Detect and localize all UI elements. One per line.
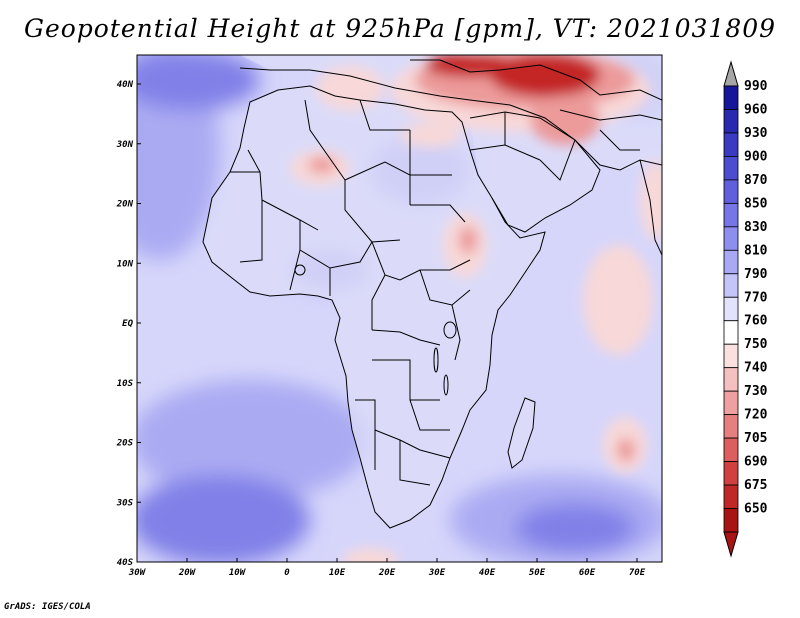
map-plot-area bbox=[137, 55, 662, 562]
colorbar-swatch bbox=[723, 296, 739, 322]
colorbar-label: 870 bbox=[744, 173, 768, 188]
lat-label: 20N bbox=[116, 200, 134, 210]
lon-label: 70E bbox=[629, 568, 646, 578]
colorbar-swatch bbox=[723, 202, 739, 228]
lon-label: 20W bbox=[178, 568, 197, 578]
longitude-axis: 30W 20W 10W 0 10E 20E 30E 40E 50E 60E 70E bbox=[128, 558, 646, 578]
colorbar-label: 770 bbox=[744, 290, 768, 305]
lon-label: 40E bbox=[479, 568, 496, 578]
lon-label: 10E bbox=[329, 568, 346, 578]
colorbar-swatch bbox=[723, 85, 739, 110]
colorbar-label: 690 bbox=[744, 455, 768, 470]
footer-credit: GrADS: IGES/COLA bbox=[4, 602, 91, 612]
colorbar-label: 990 bbox=[744, 79, 768, 94]
lon-label: 30E bbox=[428, 568, 446, 578]
colorbar-swatch bbox=[723, 414, 739, 439]
colorbar-label: 705 bbox=[744, 431, 767, 446]
lon-label: 10W bbox=[229, 568, 247, 578]
colorbar-swatch bbox=[723, 156, 739, 181]
colorbar-swatch bbox=[723, 273, 739, 298]
colorbar-label: 650 bbox=[744, 502, 768, 517]
high-height-regions bbox=[290, 55, 662, 562]
colorbar-under-triangle bbox=[723, 531, 739, 558]
lat-label: EQ bbox=[122, 319, 133, 329]
lat-label: 30N bbox=[116, 140, 134, 150]
colorbar-swatch bbox=[723, 320, 739, 345]
lat-label: 30S bbox=[116, 498, 134, 508]
colorbar-swatch bbox=[723, 390, 739, 416]
colorbar-label: 730 bbox=[744, 384, 768, 399]
colorbar-label: 720 bbox=[744, 408, 768, 423]
colorbar-swatch bbox=[723, 132, 739, 157]
colorbar-label: 810 bbox=[744, 243, 768, 258]
colorbar-swatch bbox=[723, 367, 739, 392]
lon-label: 20E bbox=[378, 568, 396, 578]
colorbar-label: 760 bbox=[744, 314, 768, 329]
colorbar-swatch bbox=[723, 343, 739, 369]
colorbar-swatch bbox=[723, 437, 739, 462]
lat-label: 20S bbox=[116, 439, 134, 449]
lon-label: 50E bbox=[529, 568, 546, 578]
colorbar-swatch bbox=[723, 179, 739, 204]
madagascar-island bbox=[508, 398, 535, 468]
lat-label: 40S bbox=[117, 558, 134, 568]
figure-title: Geopotential Height at 925hPa [gpm], VT:… bbox=[23, 14, 777, 43]
latitude-axis: 40N 30N 20N 10N EQ 10S 20S 30S 40S bbox=[116, 80, 141, 568]
colorbar-label: 930 bbox=[744, 126, 768, 141]
colorbar: 990 960 930 900 870 850 830 810 790 770 760 750 740 7… bbox=[723, 60, 768, 558]
borders-coastlines bbox=[202, 59, 662, 529]
colorbar-label: 960 bbox=[744, 102, 768, 117]
colorbar-label: 900 bbox=[744, 149, 768, 164]
colorbar-swatch bbox=[723, 508, 739, 533]
colorbar-swatch bbox=[723, 109, 739, 134]
colorbar-label: 740 bbox=[744, 361, 768, 376]
lat-label: 10N bbox=[117, 259, 134, 269]
colorbar-swatch bbox=[723, 226, 739, 251]
colorbar-swatch bbox=[723, 484, 739, 509]
colorbar-label: 750 bbox=[744, 337, 768, 352]
map-frame bbox=[136, 54, 663, 563]
colorbar-label: 675 bbox=[744, 478, 767, 493]
lat-label: 40N bbox=[117, 80, 134, 90]
colorbar-label: 790 bbox=[744, 267, 768, 282]
lakes bbox=[294, 264, 457, 396]
africa-landmass bbox=[203, 86, 545, 528]
lon-label: 60E bbox=[579, 568, 596, 578]
colorbar-swatch bbox=[723, 249, 739, 275]
colorbar-over-triangle bbox=[723, 60, 739, 87]
colorbar-swatch bbox=[723, 461, 739, 486]
lat-label: 10S bbox=[117, 379, 134, 389]
colorbar-label: 850 bbox=[744, 196, 768, 211]
colorbar-label: 830 bbox=[744, 220, 768, 235]
lon-label: 30W bbox=[128, 568, 147, 578]
lon-label: 0 bbox=[284, 568, 290, 578]
